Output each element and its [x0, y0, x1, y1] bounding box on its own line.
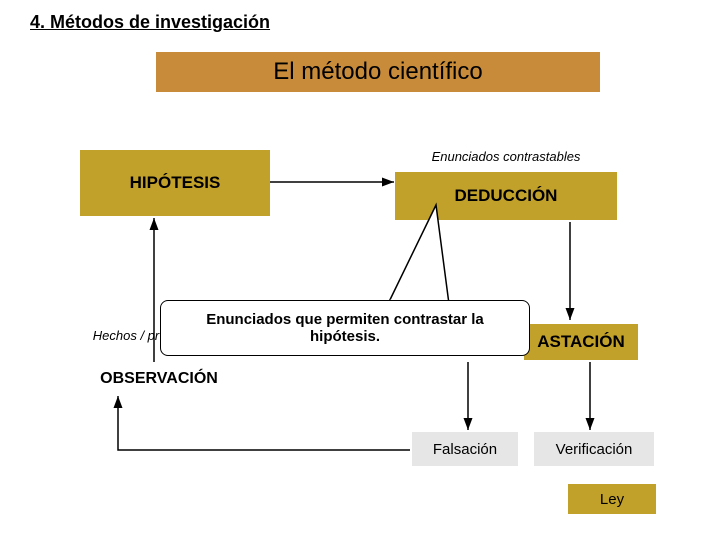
node-deduccion-caption: Enunciados contrastables — [390, 144, 622, 168]
node-observacion-label: OBSERVACIÓN — [100, 370, 218, 388]
node-hipotesis-label: HIPÓTESIS — [130, 173, 221, 193]
node-deduccion: DEDUCCIÓN — [395, 172, 617, 220]
title-text: El método científico — [273, 58, 482, 86]
section-heading: 4. Métodos de investigación — [30, 12, 270, 33]
node-hipotesis: HIPÓTESIS — [80, 150, 270, 216]
node-deduccion-caption-label: Enunciados contrastables — [432, 149, 581, 164]
node-falsacion-label: Falsación — [433, 441, 497, 458]
node-hechos-label: Hechos / pr — [93, 328, 159, 343]
node-verificacion-label: Verificación — [556, 441, 633, 458]
node-deduccion-label: DEDUCCIÓN — [455, 186, 558, 206]
node-contrastacion-tail: ASTACIÓN — [524, 324, 638, 360]
title-banner: El método científico — [156, 52, 600, 92]
node-ley: Ley — [568, 484, 656, 514]
node-falsacion: Falsación — [412, 432, 518, 466]
callout-enunciados: Enunciados que permiten contrastar la hi… — [160, 300, 530, 356]
node-hechos: Hechos / pr — [82, 324, 170, 346]
node-contrastacion-tail-label: ASTACIÓN — [537, 332, 625, 352]
node-verificacion: Verificación — [534, 432, 654, 466]
node-ley-label: Ley — [600, 491, 624, 508]
callout-text: Enunciados que permiten contrastar la hi… — [171, 311, 519, 345]
node-observacion: OBSERVACIÓN — [74, 364, 244, 394]
